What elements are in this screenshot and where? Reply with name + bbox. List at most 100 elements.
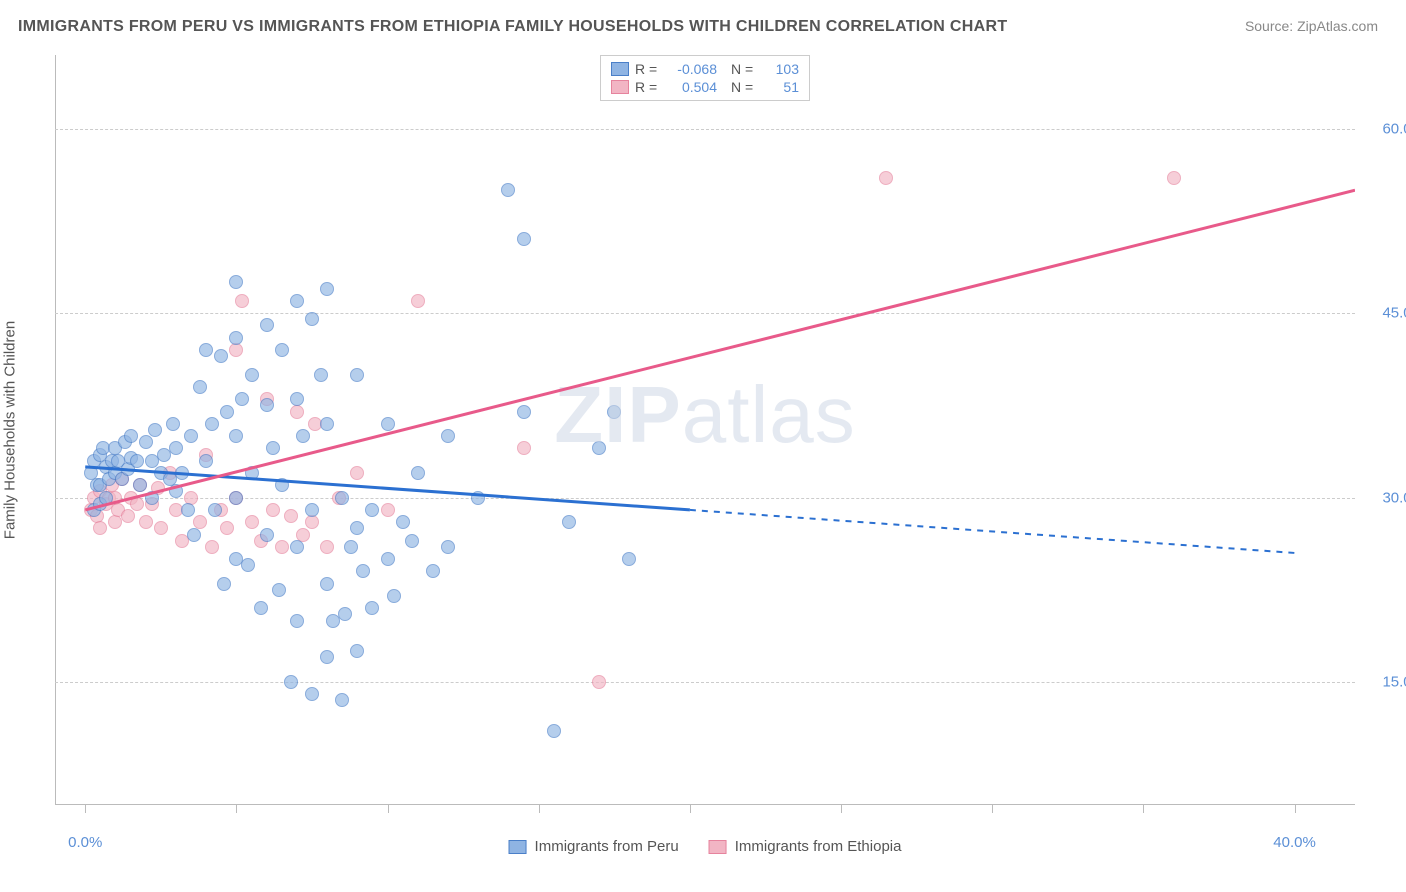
n-value: 103: [765, 61, 799, 77]
legend-swatch: [509, 840, 527, 854]
scatter-point: [266, 503, 280, 517]
scatter-point: [260, 528, 274, 542]
trend-lines: [55, 55, 1355, 805]
legend-stat-row: R = 0.504 N = 51: [611, 78, 799, 96]
legend-stat-row: R = -0.068 N = 103: [611, 60, 799, 78]
scatter-point: [290, 294, 304, 308]
scatter-point: [517, 405, 531, 419]
scatter-point: [1167, 171, 1181, 185]
scatter-point: [124, 429, 138, 443]
scatter-point: [245, 515, 259, 529]
gridline: [55, 498, 1355, 499]
scatter-point: [181, 503, 195, 517]
scatter-point: [344, 540, 358, 554]
x-tick: [388, 805, 389, 813]
scatter-point: [99, 491, 113, 505]
scatter-point: [471, 491, 485, 505]
legend-label: Immigrants from Peru: [535, 838, 679, 855]
scatter-point: [296, 429, 310, 443]
scatter-point: [284, 675, 298, 689]
scatter-point: [365, 601, 379, 615]
scatter-point: [365, 503, 379, 517]
scatter-point: [229, 275, 243, 289]
scatter-point: [260, 398, 274, 412]
scatter-point: [193, 380, 207, 394]
scatter-point: [148, 423, 162, 437]
scatter-point: [320, 417, 334, 431]
scatter-point: [411, 466, 425, 480]
scatter-point: [381, 417, 395, 431]
scatter-point: [205, 417, 219, 431]
r-value: -0.068: [669, 61, 717, 77]
scatter-point: [245, 368, 259, 382]
scatter-point: [350, 368, 364, 382]
legend-swatch: [611, 62, 629, 76]
scatter-point: [145, 491, 159, 505]
scatter-point: [335, 693, 349, 707]
scatter-point: [517, 441, 531, 455]
scatter-point: [229, 331, 243, 345]
scatter-point: [220, 405, 234, 419]
scatter-point: [229, 429, 243, 443]
scatter-point: [275, 343, 289, 357]
legend-series: Immigrants from Peru Immigrants from Eth…: [509, 838, 902, 855]
scatter-point: [562, 515, 576, 529]
legend-swatch: [611, 80, 629, 94]
n-label: N =: [731, 61, 759, 77]
scatter-point: [501, 183, 515, 197]
scatter-point: [622, 552, 636, 566]
scatter-point: [441, 540, 455, 554]
x-tick: [992, 805, 993, 813]
scatter-point: [235, 294, 249, 308]
x-tick: [85, 805, 86, 813]
gridline: [55, 682, 1355, 683]
gridline: [55, 129, 1355, 130]
scatter-point: [320, 282, 334, 296]
scatter-point: [547, 724, 561, 738]
scatter-point: [229, 491, 243, 505]
scatter-point: [405, 534, 419, 548]
scatter-point: [290, 405, 304, 419]
scatter-point: [387, 589, 401, 603]
scatter-point: [275, 478, 289, 492]
scatter-point: [175, 466, 189, 480]
scatter-point: [199, 454, 213, 468]
scatter-point: [199, 343, 213, 357]
x-tick: [841, 805, 842, 813]
legend-swatch: [709, 840, 727, 854]
scatter-point: [305, 515, 319, 529]
scatter-point: [879, 171, 893, 185]
y-tick-label: 15.0%: [1365, 674, 1406, 691]
scatter-point: [235, 392, 249, 406]
scatter-point: [214, 349, 228, 363]
scatter-point: [305, 503, 319, 517]
scatter-point: [290, 540, 304, 554]
scatter-point: [130, 497, 144, 511]
scatter-point: [205, 540, 219, 554]
scatter-point: [441, 429, 455, 443]
scatter-point: [220, 521, 234, 535]
legend-label: Immigrants from Ethiopia: [735, 838, 902, 855]
x-tick-label: 0.0%: [68, 834, 102, 851]
x-tick: [1295, 805, 1296, 813]
scatter-point: [133, 478, 147, 492]
scatter-point: [335, 491, 349, 505]
scatter-point: [338, 607, 352, 621]
scatter-point: [290, 392, 304, 406]
y-tick-label: 60.0%: [1365, 120, 1406, 137]
r-label: R =: [635, 79, 663, 95]
scatter-point: [320, 577, 334, 591]
scatter-point: [305, 687, 319, 701]
n-value: 51: [765, 79, 799, 95]
scatter-point: [411, 294, 425, 308]
y-tick-label: 30.0%: [1365, 489, 1406, 506]
scatter-point: [396, 515, 410, 529]
scatter-point: [350, 521, 364, 535]
scatter-point: [154, 521, 168, 535]
y-axis-line: [55, 55, 56, 805]
scatter-point: [517, 232, 531, 246]
scatter-point: [184, 429, 198, 443]
scatter-point: [275, 540, 289, 554]
x-tick: [539, 805, 540, 813]
scatter-point: [139, 515, 153, 529]
